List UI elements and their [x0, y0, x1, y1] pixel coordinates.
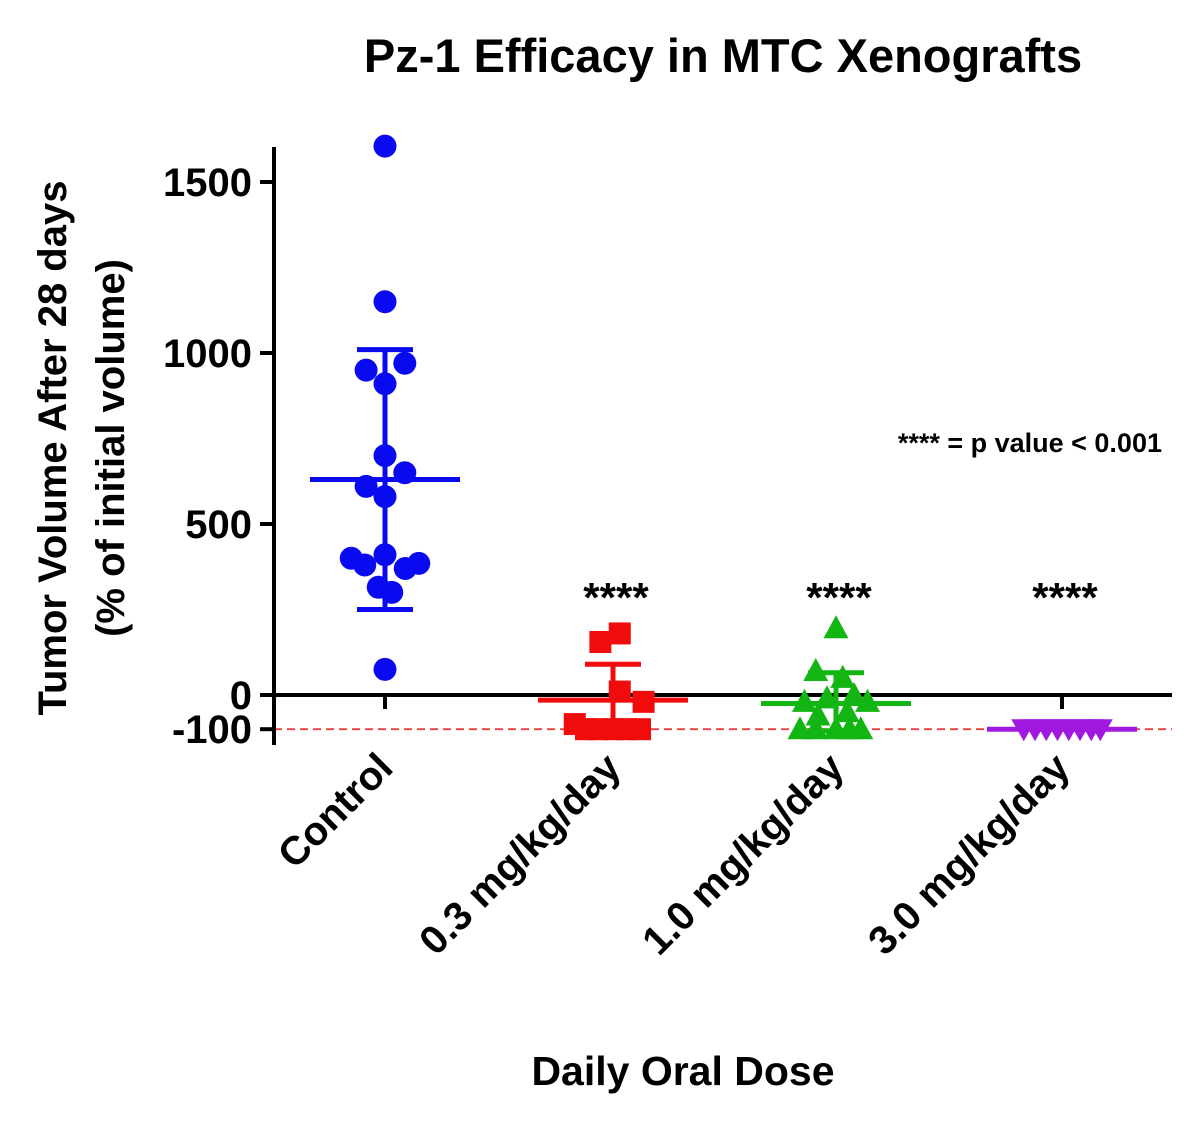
group-2: **** — [538, 574, 688, 741]
group-4: **** — [987, 574, 1137, 742]
y-axis-label-line1: Tumor Volume After 28 days — [31, 181, 75, 716]
y-axis: 1500 1000 500 0-100 — [163, 147, 276, 752]
x-tick-label: 3.0 mg/kg/day — [860, 745, 1079, 964]
data-point — [393, 351, 417, 375]
data-point — [803, 716, 829, 740]
x-tick-label: 0.3 mg/kg/day — [411, 745, 630, 964]
data-point — [373, 657, 397, 681]
data-point — [803, 658, 829, 682]
data-point — [855, 688, 880, 712]
y-tick-label: 1000 — [163, 332, 252, 376]
data-point — [841, 682, 867, 705]
y-tick-label: 0 — [230, 674, 252, 718]
significance-stars: **** — [806, 574, 872, 621]
y-tick-label: 1500 — [163, 161, 252, 205]
data-point — [805, 702, 831, 726]
x-tick-label: Control — [270, 745, 402, 877]
data-point — [589, 630, 612, 653]
data-point — [787, 716, 813, 740]
data-point — [353, 553, 377, 577]
data-point — [373, 134, 397, 158]
significance-stars: **** — [583, 574, 649, 621]
data-point — [407, 551, 431, 575]
y-tick-label: -100 — [172, 708, 252, 752]
chart-title: Pz-1 Efficacy in MTC Xenografts — [364, 29, 1082, 82]
significance-annotation: **** = p value < 0.001 — [898, 428, 1162, 458]
data-point — [608, 622, 631, 645]
data-point — [354, 358, 378, 382]
x-axis-label: Daily Oral Dose — [531, 1048, 834, 1094]
y-axis-label-line2: (% of initial volume) — [89, 259, 133, 637]
data-point — [373, 290, 397, 314]
data-point — [823, 615, 849, 639]
data-point — [834, 699, 860, 723]
significance-stars: **** — [1032, 574, 1098, 621]
data-point — [848, 716, 874, 740]
data-point — [792, 688, 817, 712]
y-tick-label: 500 — [185, 503, 252, 547]
group-1 — [310, 134, 460, 681]
x-tick-label: 1.0 mg/kg/day — [634, 745, 853, 964]
group-3: **** — [761, 574, 911, 740]
y-axis-label: Tumor Volume After 28 days (% of initial… — [31, 181, 133, 716]
data-groups: **** **** **** — [310, 134, 1137, 742]
